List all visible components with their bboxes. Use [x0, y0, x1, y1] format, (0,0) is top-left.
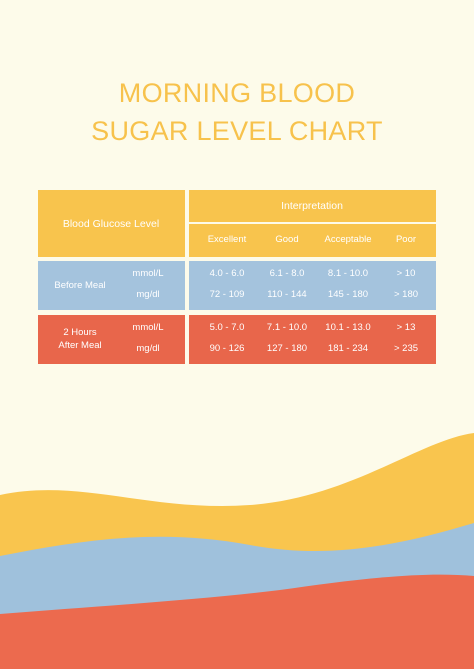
cell-value: 145 - 180: [327, 289, 369, 300]
cell-value: 110 - 144: [267, 289, 307, 300]
columns-cell: [189, 224, 436, 257]
column-label: Excellent: [207, 234, 247, 245]
interpretation-label: Interpretation: [281, 200, 343, 212]
group-values-cell: [189, 261, 436, 310]
cell-value: 6.1 - 8.0: [269, 268, 305, 279]
cell-value: 5.0 - 7.0: [209, 322, 245, 333]
unit-label: mmol/L: [132, 268, 164, 279]
cell-value: 127 - 180: [266, 343, 308, 354]
unit-label: mmol/L: [132, 322, 164, 333]
column-label: Good: [275, 234, 299, 245]
group-values-cell: [189, 315, 436, 364]
group-label: After Meal: [58, 340, 102, 351]
cell-value: > 180: [393, 289, 419, 300]
header-cell: [38, 190, 185, 257]
cell-value: 72 - 109: [209, 289, 245, 300]
group-label-cell: [38, 261, 185, 310]
cell-value: > 10: [396, 268, 416, 279]
column-label: Poor: [395, 234, 417, 245]
interpretation-cell: [189, 190, 436, 222]
unit-label: mg/dl: [136, 343, 160, 354]
cell-value: 8.1 - 10.0: [327, 268, 369, 279]
unit-label: mg/dl: [136, 289, 160, 300]
group-label: 2 Hours: [63, 327, 97, 338]
cell-value: > 235: [393, 343, 419, 354]
header-label: Blood Glucose Level: [62, 218, 160, 230]
title-line: MORNING BLOOD: [118, 78, 356, 108]
cell-value: 7.1 - 10.0: [266, 322, 308, 333]
cell-value: 4.0 - 6.0: [209, 268, 245, 279]
column-label: Acceptable: [324, 234, 372, 245]
group-label-cell: [38, 315, 185, 364]
cell-value: 90 - 126: [209, 343, 245, 354]
cell-value: 181 - 234: [327, 343, 369, 354]
group-label: Before Meal: [54, 279, 106, 291]
cell-value: > 13: [396, 322, 416, 333]
cell-value: 10.1 - 13.0: [325, 322, 371, 333]
title-line: SUGAR LEVEL CHART: [91, 116, 383, 146]
red-wave: [0, 574, 474, 669]
